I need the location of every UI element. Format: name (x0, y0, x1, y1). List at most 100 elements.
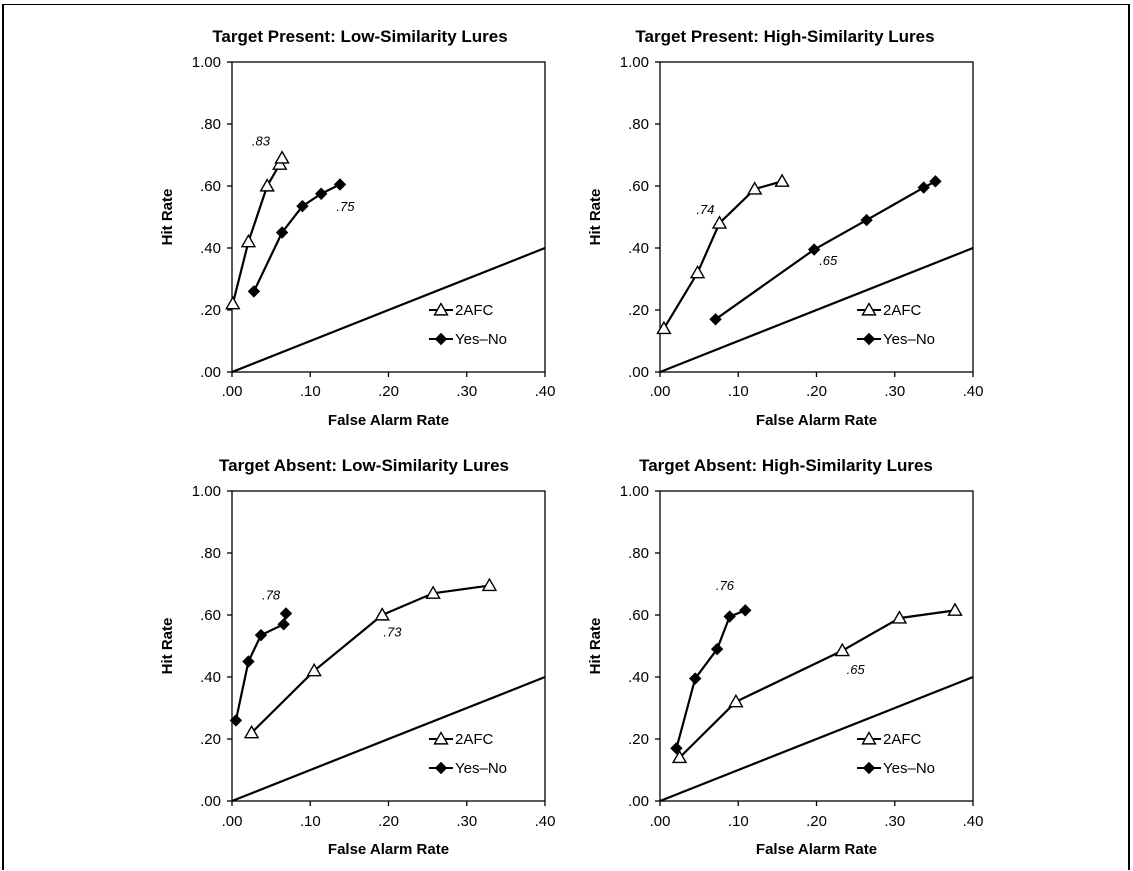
data-point-yes-no (929, 175, 942, 188)
data-point-2afc (425, 585, 441, 599)
data-point-yes-no (710, 642, 724, 656)
data-point-yes-no (860, 213, 873, 227)
chart-title: Target Absent: High-Similarity Lures (639, 456, 933, 475)
legend-marker-yes-no (862, 332, 876, 346)
data-point-yes-no (670, 742, 683, 755)
chart-panel-1: Target Present: Low-Similarity Lures .00.… (159, 27, 555, 429)
plot-area-frame (659, 61, 974, 373)
data-point-2afc (225, 295, 241, 310)
y-tick-label: .60 (200, 607, 221, 624)
data-point-2afc (671, 749, 688, 764)
x-tick-label: .40 (535, 383, 556, 400)
data-point-2afc (711, 215, 728, 229)
y-tick-label: .00 (628, 364, 649, 381)
x-tick-label: .30 (884, 383, 905, 400)
data-point-2afc (374, 607, 390, 621)
legend-label: Yes–No (455, 760, 507, 777)
chance-diagonal-line (231, 246, 546, 374)
data-point-2afc (259, 178, 275, 192)
x-axis-label: False Alarm Rate (328, 841, 449, 858)
y-tick-label: 1.00 (620, 483, 649, 500)
y-tick-label: 1.00 (192, 483, 221, 500)
series-line-2afc (250, 584, 490, 734)
data-point-2afc (656, 320, 672, 335)
y-tick-label: .40 (628, 669, 649, 686)
legend-marker-2afc (433, 731, 449, 745)
y-axis-label: Hit Rate (159, 618, 176, 675)
data-point-yes-no (296, 199, 309, 213)
data-point-yes-no (275, 226, 289, 239)
legend-marker-yes-no (434, 332, 448, 346)
auc-annotation: .74 (696, 202, 714, 217)
data-point-yes-no (229, 714, 243, 727)
x-tick-label: .30 (456, 383, 477, 400)
legend-marker-2afc (861, 731, 877, 745)
legend-marker-2afc (433, 302, 449, 316)
data-point-yes-no (314, 187, 328, 200)
chart-panel-3: Target Absent: Low-Similarity Lures .00 .2… (159, 456, 555, 858)
data-point-2afc (746, 181, 763, 195)
x-tick-label: .30 (884, 813, 905, 830)
y-axis-label: Hit Rate (587, 189, 604, 246)
x-tick-label: .40 (535, 813, 556, 830)
x-tick-label: .20 (806, 383, 827, 400)
data-point-2afc (689, 264, 706, 279)
y-tick-label: .60 (628, 178, 649, 195)
y-tick-label: .20 (200, 731, 221, 748)
legend-label: 2AFC (883, 302, 922, 319)
data-point-2afc (834, 642, 851, 657)
x-tick-label: .10 (728, 813, 749, 830)
y-tick-label: .00 (200, 364, 221, 381)
data-point-yes-no (689, 672, 702, 685)
plot-area-frame (659, 490, 974, 802)
chart-panel-2: Target Present: High-Similarity Lures .00… (587, 27, 983, 429)
y-tick-label: 1.00 (620, 54, 649, 71)
x-axis-label: False Alarm Rate (756, 841, 877, 858)
chart-title: Target Present: Low-Similarity Lures (212, 27, 507, 46)
series-line-yes-no (252, 183, 341, 292)
data-point-2afc (947, 602, 963, 616)
chance-diagonal-line (231, 675, 546, 803)
y-axis-label: Hit Rate (587, 618, 604, 675)
legend-marker-yes-no (434, 761, 448, 775)
auc-annotation: .76 (716, 578, 735, 593)
data-point-yes-no (917, 181, 930, 194)
y-tick-label: .20 (200, 302, 221, 319)
x-tick-label: .00 (222, 813, 243, 830)
y-tick-label: .40 (200, 240, 221, 257)
plot-area-frame (231, 61, 546, 373)
y-tick-label: .80 (628, 545, 649, 562)
data-point-yes-no (242, 655, 255, 668)
x-axis-label: False Alarm Rate (756, 412, 877, 429)
y-tick-label: .20 (628, 302, 649, 319)
y-tick-label: .80 (628, 116, 649, 133)
y-tick-label: .00 (628, 793, 649, 810)
x-tick-label: .20 (378, 813, 399, 830)
legend-marker-2afc (861, 302, 877, 316)
x-tick-label: .10 (728, 383, 749, 400)
y-tick-label: .00 (200, 793, 221, 810)
chance-diagonal-line (659, 246, 974, 374)
y-tick-label: .40 (628, 240, 649, 257)
x-tick-label: .10 (300, 383, 321, 400)
chance-diagonal-line (659, 675, 974, 803)
x-tick-label: .20 (378, 383, 399, 400)
x-tick-label: .40 (963, 813, 984, 830)
legend-label: Yes–No (883, 760, 935, 777)
auc-annotation: .65 (819, 253, 838, 268)
data-point-2afc (728, 693, 744, 708)
data-point-2afc (774, 173, 790, 187)
legend-marker-yes-no (862, 761, 876, 775)
y-tick-label: .80 (200, 116, 221, 133)
data-point-2afc (243, 724, 260, 739)
y-tick-label: .60 (200, 178, 221, 195)
auc-annotation: .83 (252, 134, 271, 149)
plot-area-frame (231, 490, 546, 802)
legend-label: 2AFC (455, 302, 494, 319)
data-point-2afc (274, 150, 290, 164)
x-tick-label: .40 (963, 383, 984, 400)
legend-label: 2AFC (883, 731, 922, 748)
y-tick-label: 1.00 (192, 54, 221, 71)
x-axis-label: False Alarm Rate (328, 412, 449, 429)
